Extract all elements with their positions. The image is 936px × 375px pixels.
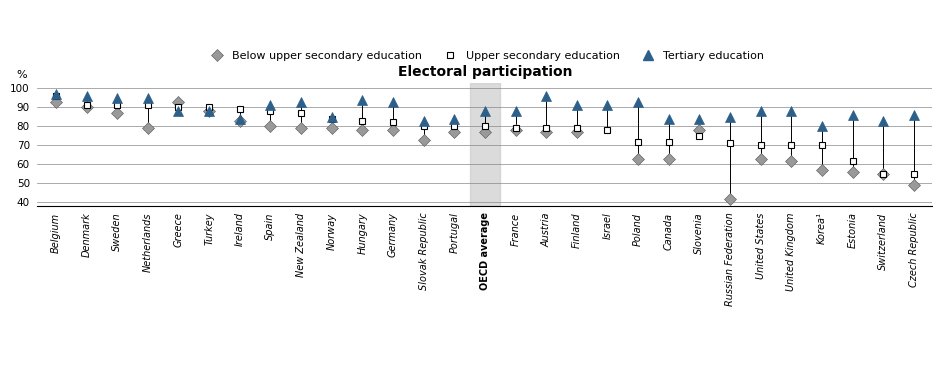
Title: Electoral participation: Electoral participation bbox=[397, 64, 572, 78]
Bar bbox=[469, 82, 500, 206]
Legend: Below upper secondary education, Upper secondary education, Tertiary education: Below upper secondary education, Upper s… bbox=[206, 51, 763, 61]
Y-axis label: %: % bbox=[16, 70, 26, 80]
